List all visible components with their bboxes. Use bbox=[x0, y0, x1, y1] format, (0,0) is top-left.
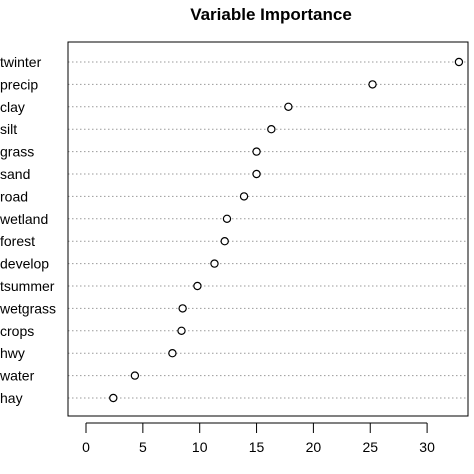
gridlines bbox=[68, 61, 468, 399]
x-tick-label-15: 15 bbox=[249, 439, 265, 455]
point-water bbox=[130, 371, 140, 380]
category-label-forest: forest bbox=[0, 233, 35, 249]
category-label-develop: develop bbox=[0, 256, 49, 272]
point-twinter bbox=[454, 57, 464, 67]
category-label-silt: silt bbox=[0, 121, 17, 137]
category-label-clay: clay bbox=[0, 99, 25, 115]
x-tick-label-30: 30 bbox=[419, 439, 435, 455]
x-axis: 0 5 10 15 20 25 30 bbox=[82, 422, 435, 455]
point-develop bbox=[210, 259, 219, 268]
category-label-wetgrass: wetgrass bbox=[0, 300, 56, 316]
point-silt bbox=[267, 124, 276, 134]
point-precip bbox=[368, 80, 377, 89]
x-tick-label-5: 5 bbox=[139, 439, 147, 455]
category-labels: twinter precip clay silt grass sand road wetlan… bbox=[0, 54, 56, 406]
point-road bbox=[239, 192, 249, 201]
category-label-hay: hay bbox=[0, 390, 23, 406]
category-label-road: road bbox=[0, 188, 28, 204]
category-label-grass: grass bbox=[0, 144, 34, 160]
x-tick-label-10: 10 bbox=[192, 439, 208, 455]
category-label-crops: crops bbox=[0, 323, 34, 339]
point-tsummer bbox=[193, 281, 202, 291]
category-label-wetland: wetland bbox=[0, 211, 48, 227]
point-clay bbox=[284, 102, 293, 112]
category-label-hwy: hwy bbox=[0, 345, 25, 361]
data-points bbox=[109, 57, 464, 403]
category-label-twinter: twinter bbox=[0, 54, 42, 70]
x-tick-label-0: 0 bbox=[82, 439, 90, 455]
point-crops bbox=[177, 326, 186, 335]
category-label-sand: sand bbox=[0, 166, 30, 182]
category-label-tsummer: tsummer bbox=[0, 278, 55, 294]
point-grass bbox=[252, 147, 261, 156]
category-label-precip: precip bbox=[0, 76, 38, 92]
point-forest bbox=[220, 236, 229, 246]
point-wetgrass bbox=[178, 304, 187, 313]
point-sand bbox=[252, 169, 261, 179]
category-label-water: water bbox=[0, 368, 35, 384]
plot-frame bbox=[67, 41, 469, 417]
point-wetland bbox=[222, 214, 232, 223]
point-hwy bbox=[168, 349, 177, 358]
chart-title: Variable Importance bbox=[190, 5, 352, 24]
x-tick-label-25: 25 bbox=[362, 439, 378, 455]
x-tick-label-20: 20 bbox=[306, 439, 322, 455]
point-hay bbox=[109, 393, 118, 403]
